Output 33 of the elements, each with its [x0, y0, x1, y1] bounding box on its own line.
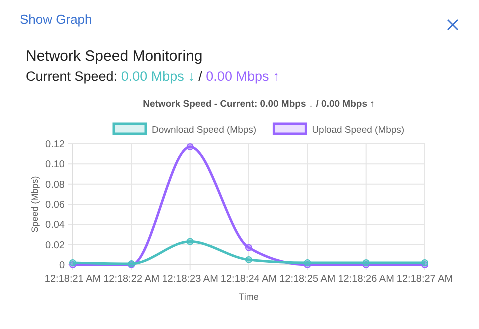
chart-title: Network Speed - Current: 0.00 Mbps ↓ / 0.00 Mbps ↑: [143, 99, 375, 110]
point: [186, 144, 194, 151]
text: Network Speed Monitoring: [26, 48, 203, 65]
y-tick-label: 0.04: [46, 220, 66, 232]
point: [246, 244, 252, 252]
y-tick-label: 0.02: [46, 240, 66, 252]
y-tick-label: 0.12: [46, 140, 66, 150]
point: [246, 256, 252, 264]
x-tick-label: 12:18:24 AM: [220, 274, 278, 285]
point: [186, 238, 194, 246]
legend-label: Upload Speed (Mbps): [312, 125, 405, 136]
x-axis-title: Time: [239, 292, 259, 302]
text: Show Graph: [20, 12, 92, 27]
y-tick-label: 0.06: [46, 200, 66, 211]
x-tick-label: 12:18:25 AM: [280, 274, 336, 285]
text: 0.00 Mbps ↓: [121, 69, 199, 84]
x-tick-label: 12:18:23 AM: [162, 274, 218, 285]
y-axis-title: Speed (Mbps): [30, 176, 40, 233]
x-tick-label: 12:18:21 AM: [44, 274, 102, 285]
x-tick-label: 12:18:26 AM: [338, 274, 394, 285]
point: [304, 259, 312, 266]
text: 0.00 Mbps ↑: [206, 69, 280, 84]
point: [362, 259, 370, 266]
point: [422, 259, 428, 266]
text: /: [198, 69, 206, 84]
point: [70, 259, 76, 266]
x-tick-label: 12:18:27 AM: [396, 274, 454, 285]
legend-label: Download Speed (Mbps): [152, 125, 257, 136]
x-tick-label: 12:18:22 AM: [104, 274, 160, 285]
y-tick-label: 0: [59, 260, 66, 272]
text: Current Speed:: [26, 69, 122, 84]
y-tick-label: 0.08: [46, 180, 66, 191]
y-tick-label: 0.10: [46, 160, 66, 171]
